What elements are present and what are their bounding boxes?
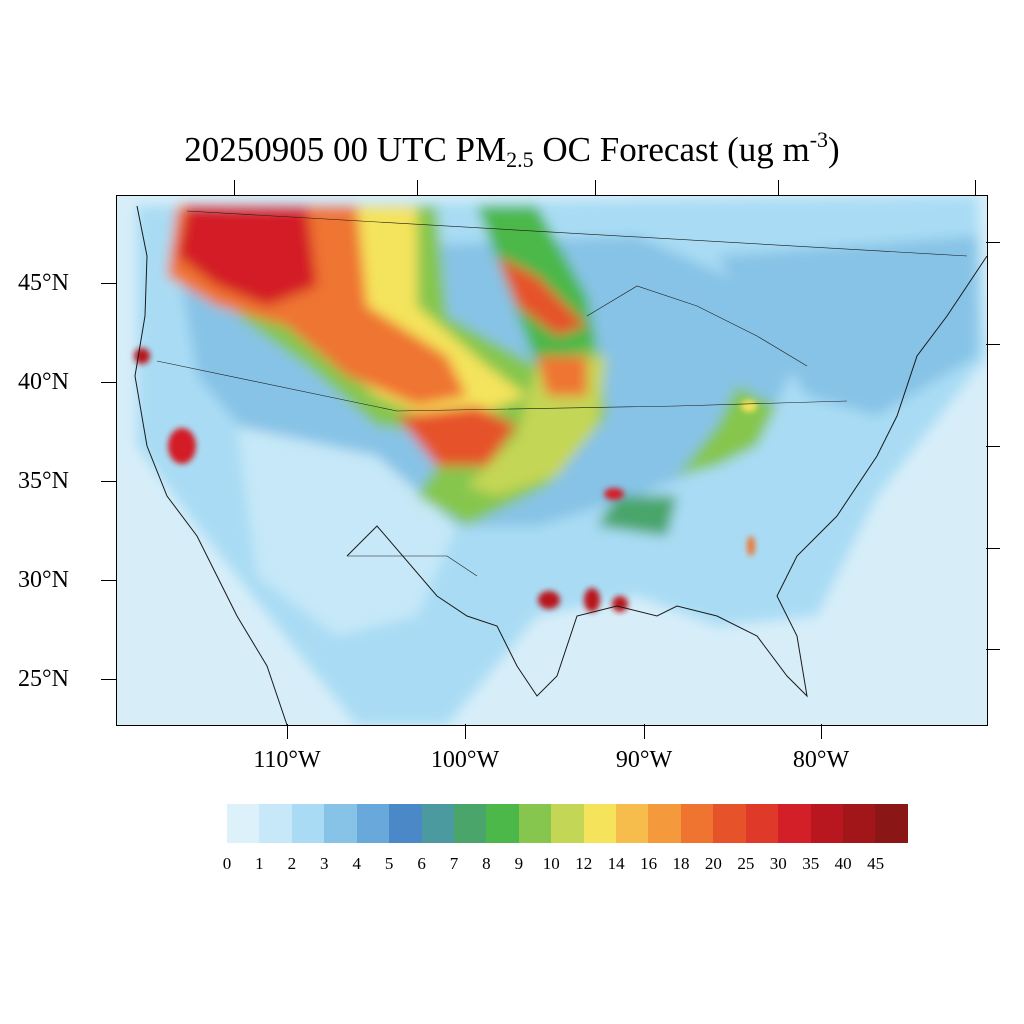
colorbar-label: 0 xyxy=(222,854,232,873)
hotspots xyxy=(134,348,757,612)
lat-label-35n: 35°N xyxy=(18,468,69,494)
colorbar-label: 5 xyxy=(384,854,394,873)
lat-label-45n: 45°N xyxy=(18,270,69,296)
forecast-map xyxy=(116,195,988,726)
bottom-tick xyxy=(465,724,466,739)
colorbar-swatch xyxy=(389,804,422,843)
map-title: 20250905 00 UTC PM2.5 OC Forecast (ug m-… xyxy=(0,118,1024,182)
colorbar-label: 12 xyxy=(575,854,593,873)
title-subscript: 2.5 xyxy=(506,147,534,172)
lon-label-80w: 80°W xyxy=(792,747,850,773)
colorbar-swatch xyxy=(583,804,617,843)
colorbar-label: 1 xyxy=(255,854,264,873)
left-tick xyxy=(101,382,116,383)
colorbar-label: 8 xyxy=(482,854,491,873)
top-tick xyxy=(595,180,596,195)
title-middle: OC Forecast (ug m xyxy=(533,130,810,169)
title-superscript: -3 xyxy=(809,127,829,152)
colorbar-label: 40 xyxy=(834,854,852,873)
right-tick xyxy=(986,446,1000,447)
colorbar-swatch xyxy=(680,804,714,843)
colorbar-swatch xyxy=(616,804,649,843)
top-tick xyxy=(234,180,235,195)
coastlines-and-borders xyxy=(134,205,987,725)
colorbar-label: 30 xyxy=(769,854,787,873)
colorbar-label: 6 xyxy=(417,854,426,873)
bottom-tick xyxy=(821,724,822,739)
colorbar-swatch xyxy=(453,804,487,843)
colorbar-swatch xyxy=(551,804,584,843)
colorbar-label: 10 xyxy=(542,854,560,873)
lon-label-90w: 90°W xyxy=(615,747,673,773)
lat-label-40n: 40°N xyxy=(18,369,69,395)
left-tick xyxy=(101,283,116,284)
colorbar-label: 16 xyxy=(640,854,658,873)
colorbar-label: 35 xyxy=(802,854,820,873)
colorbar-label: 25 xyxy=(737,854,755,873)
title-prefix: 20250905 00 UTC PM xyxy=(184,130,507,169)
right-tick xyxy=(986,242,1000,243)
colorbar-label: 7 xyxy=(449,854,459,873)
lon-label-110w: 110°W xyxy=(253,747,321,773)
lon-label-100w: 100°W xyxy=(430,747,500,773)
left-tick xyxy=(101,679,116,680)
colorbar-swatch xyxy=(227,804,260,843)
right-tick xyxy=(986,344,1000,345)
colorbar-label: 20 xyxy=(704,854,722,873)
concentration-shading xyxy=(137,196,987,725)
concentration-field xyxy=(117,196,987,725)
lat-label-30n: 30°N xyxy=(18,567,69,593)
colorbar-swatch xyxy=(486,804,519,843)
bottom-tick xyxy=(644,724,645,739)
colorbar-swatch xyxy=(713,804,746,843)
colorbar-swatch xyxy=(778,804,811,843)
right-tick xyxy=(986,548,1000,549)
colorbar-swatch xyxy=(421,804,454,843)
colorbar-label: 45 xyxy=(867,854,885,873)
colorbar-swatch xyxy=(518,804,552,843)
lat-label-25n: 25°N xyxy=(18,666,69,692)
bottom-tick xyxy=(287,724,288,739)
colorbar-swatch xyxy=(843,804,876,843)
colorbar-swatch xyxy=(648,804,681,843)
right-tick xyxy=(986,649,1000,650)
colorbar-label: 18 xyxy=(672,854,690,873)
colorbar-label: 14 xyxy=(607,854,625,873)
colorbar-label: 3 xyxy=(320,854,329,873)
top-tick xyxy=(975,180,976,195)
colorbar-label: 9 xyxy=(514,854,524,873)
colorbar-swatch xyxy=(745,804,779,843)
title-suffix: ) xyxy=(828,130,840,169)
left-tick xyxy=(101,481,116,482)
colorbar-swatch xyxy=(810,804,844,843)
top-tick xyxy=(778,180,779,195)
colorbar xyxy=(227,804,908,843)
colorbar-swatch xyxy=(875,804,908,843)
colorbar-swatch xyxy=(324,804,357,843)
colorbar-label: 2 xyxy=(287,854,297,873)
colorbar-swatch xyxy=(259,804,292,843)
colorbar-swatch xyxy=(356,804,390,843)
colorbar-swatch xyxy=(291,804,325,843)
colorbar-label: 4 xyxy=(352,854,361,873)
left-tick xyxy=(101,580,116,581)
top-tick xyxy=(417,180,418,195)
